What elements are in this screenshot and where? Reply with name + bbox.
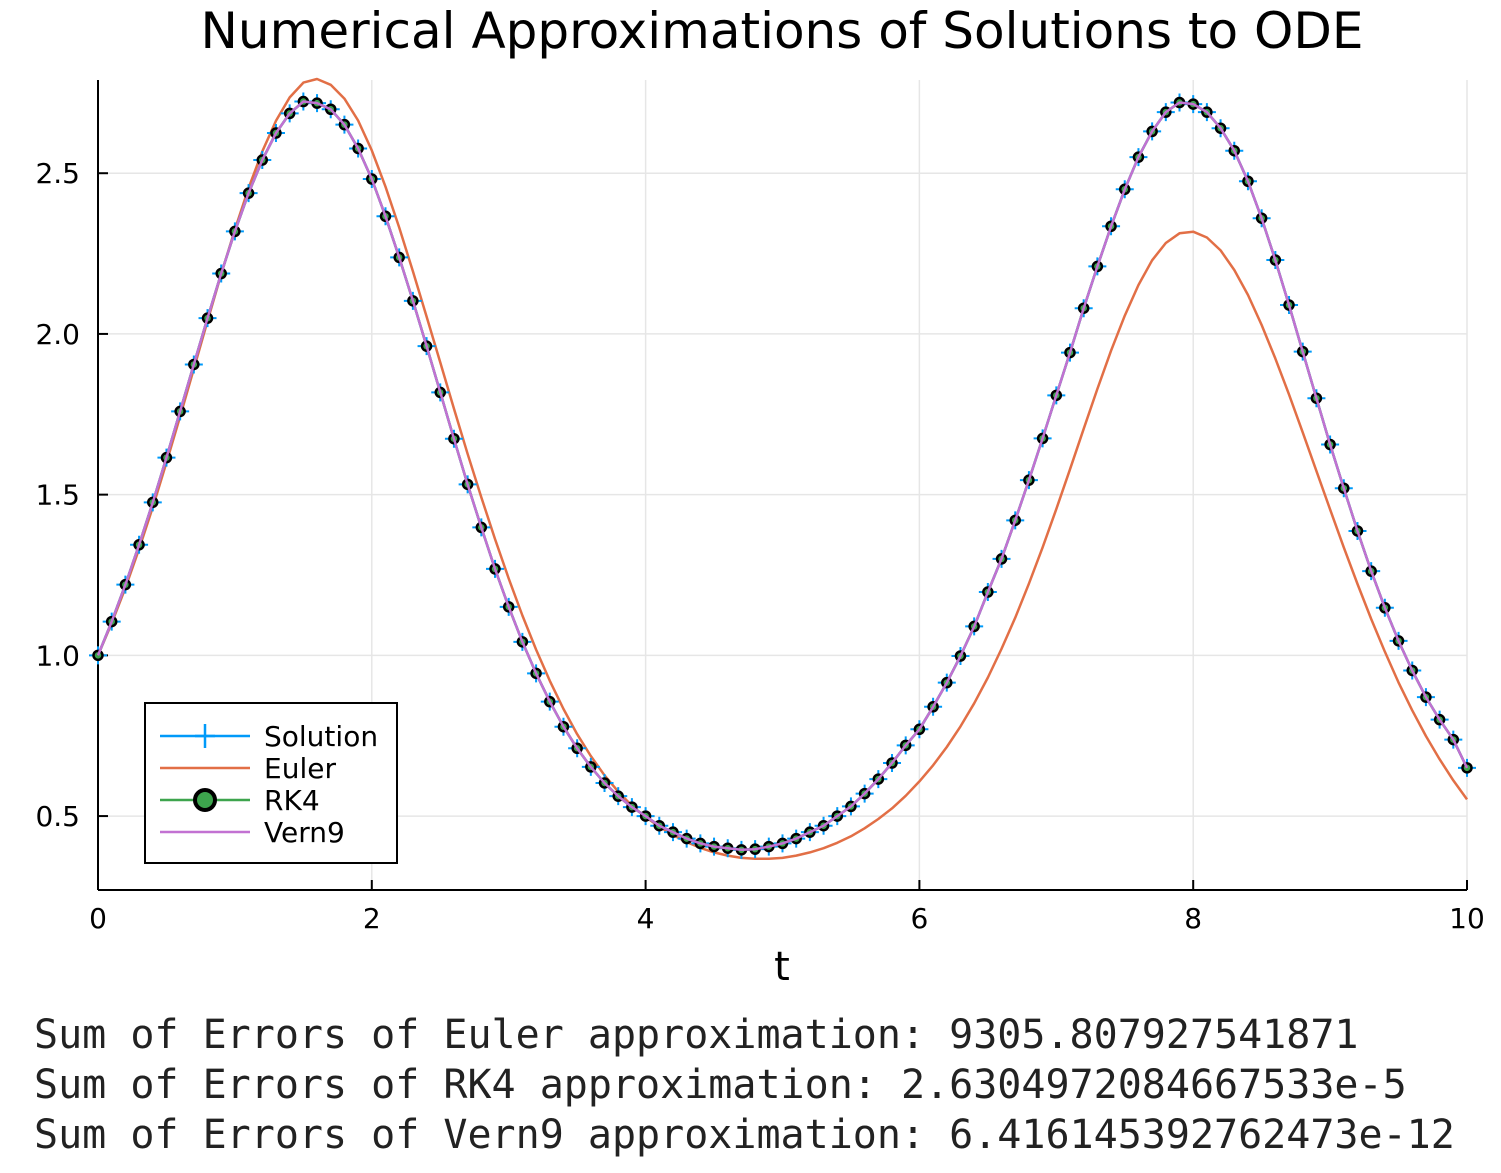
series-vern9 [96,100,1469,852]
legend-item-solution: Solution [160,720,378,753]
legend-label-rk4: RK4 [264,784,320,817]
legend-item-euler: Euler [160,752,336,785]
euler-error-line: Sum of Errors of Euler approximation: 93… [34,1012,1359,1058]
axes [97,80,1467,891]
legend-marker-solution [195,724,215,748]
line-chart: Numerical Approximations of Solutions to… [35,2,1485,990]
y-tick-label: 1.5 [35,479,80,512]
legend-label-euler: Euler [264,752,336,785]
legend-item-rk4: RK4 [160,784,320,817]
y-tick-label: 1.0 [35,639,80,672]
x-tick-label: 4 [637,902,655,935]
legend-label-solution: Solution [264,720,378,753]
series-layer [89,77,1476,861]
legend-marker-rk4 [193,788,217,812]
series-euler [96,77,1469,861]
y-tick-labels: 0.5 1.0 1.5 2.0 2.5 [35,157,80,833]
series-line-vern9 [96,100,1469,852]
grid-lines [97,80,1468,890]
x-tick-label: 8 [1184,902,1202,935]
legend-item-vern9: Vern9 [160,816,345,849]
rk4-error-line: Sum of Errors of RK4 approximation: 2.63… [34,1062,1407,1108]
x-tick-label: 10 [1449,902,1485,935]
series-line-euler [96,77,1469,861]
x-axis-label: t [774,944,790,990]
legend-box [144,702,398,864]
y-tick-label: 2.5 [35,157,80,190]
y-tick-label: 2.0 [35,318,80,351]
x-tick-label: 0 [89,902,107,935]
x-tick-label: 6 [910,902,928,935]
legend-label-vern9: Vern9 [264,816,345,849]
y-tick-label: 0.5 [35,800,80,833]
x-tick-labels: 0 2 4 6 8 10 [89,902,1485,935]
x-tick-label: 2 [363,902,381,935]
vern9-error-line: Sum of Errors of Vern9 approximation: 6.… [34,1112,1455,1158]
chart-title: Numerical Approximations of Solutions to… [201,2,1364,60]
